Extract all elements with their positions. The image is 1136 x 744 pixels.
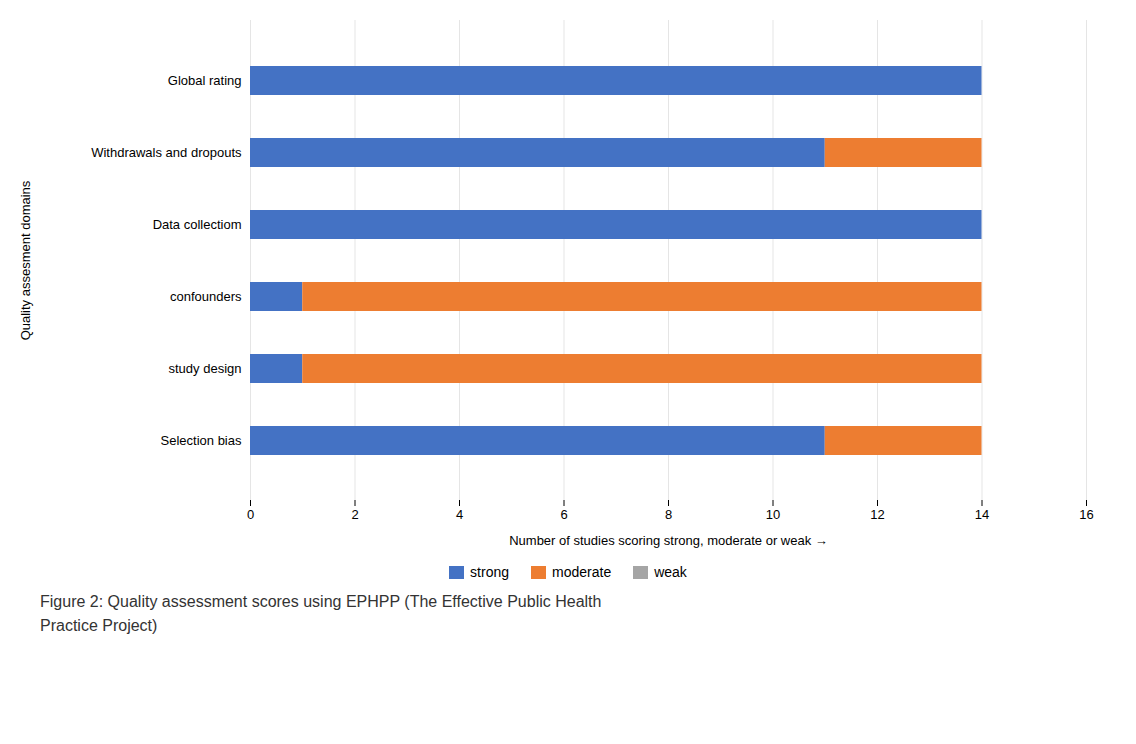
- svg-text:10: 10: [766, 507, 780, 522]
- svg-text:2: 2: [351, 507, 358, 522]
- svg-text:study design: study design: [169, 361, 242, 376]
- html-text:moderate: moderate: [552, 564, 612, 580]
- svg-text:Quality assesment domains: Quality assesment domains: [18, 180, 33, 340]
- svg-text:8: 8: [665, 507, 672, 522]
- html-text:Figure 2: Quality assessment s: Figure 2: Quality assessment scores usin…: [40, 593, 602, 634]
- svg-text:Global rating: Global rating: [168, 73, 242, 88]
- svg-text:Data collectiom: Data collectiom: [153, 217, 242, 232]
- svg-text:4: 4: [456, 507, 463, 522]
- svg-text:Withdrawals and dropouts: Withdrawals and dropouts: [91, 145, 242, 160]
- svg-text:6: 6: [560, 507, 567, 522]
- svg-text:Selection bias: Selection bias: [161, 433, 242, 448]
- svg-text:Number of studies scoring stro: Number of studies scoring strong, modera…: [509, 533, 828, 548]
- svg-text:confounders: confounders: [170, 289, 242, 304]
- svg-text:14: 14: [975, 507, 989, 522]
- html-text:weak: weak: [654, 564, 687, 580]
- svg-text:16: 16: [1079, 507, 1093, 522]
- svg-text:12: 12: [870, 507, 884, 522]
- svg-text:0: 0: [247, 507, 254, 522]
- html-text:strong: strong: [470, 564, 509, 580]
